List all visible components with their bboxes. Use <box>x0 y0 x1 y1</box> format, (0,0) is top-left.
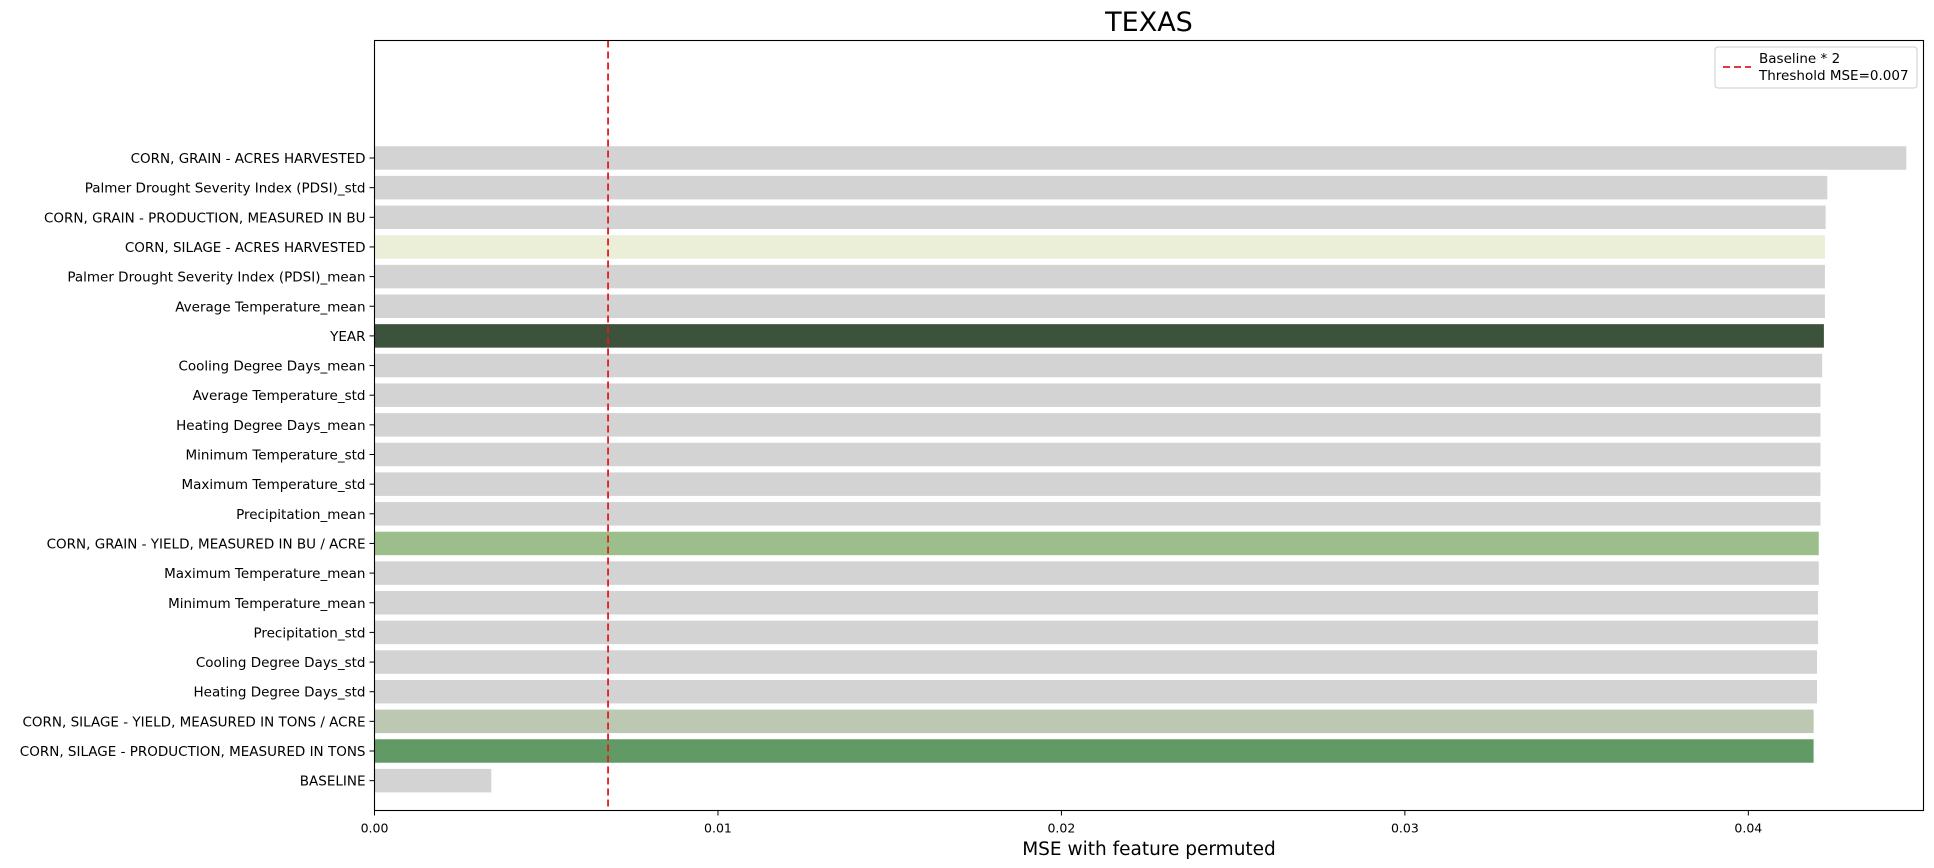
bar <box>374 413 1821 437</box>
y-tick-label: CORN, SILAGE - ACRES HARVESTED <box>125 240 366 256</box>
y-tick-label: Heating Degree Days_std <box>194 685 366 701</box>
y-tick-label: Minimum Temperature_mean <box>168 596 365 612</box>
bar <box>374 502 1821 526</box>
x-tick-label: 0.00 <box>361 821 389 836</box>
plot-area-frame <box>373 39 1925 812</box>
y-tick-label: CORN, GRAIN - PRODUCTION, MEASURED IN BU <box>44 210 366 226</box>
bar <box>374 709 1814 734</box>
y-tick-label: BASELINE <box>300 774 366 790</box>
bar <box>374 324 1824 348</box>
bar <box>374 679 1818 704</box>
y-axis: CORN, GRAIN - ACRES HARVESTED Palmer Drou… <box>20 151 375 790</box>
y-tick-label: Minimum Temperature_std <box>185 448 365 464</box>
bar <box>374 472 1821 496</box>
bars-group <box>374 146 1907 793</box>
y-tick-label: CORN, GRAIN - YIELD, MEASURED IN BU / AC… <box>47 536 366 552</box>
legend-box <box>1714 46 1918 89</box>
bar <box>374 264 1825 289</box>
bar <box>374 175 1828 200</box>
bar <box>374 561 1819 585</box>
bar <box>374 205 1826 230</box>
y-tick-label: Cooling Degree Days_mean <box>178 359 365 375</box>
y-tick-label: CORN, SILAGE - PRODUCTION, MEASURED IN T… <box>20 744 366 760</box>
bar <box>374 235 1825 259</box>
bar <box>374 650 1818 674</box>
x-tick-label: 0.03 <box>1391 821 1419 836</box>
x-tick-label: 0.04 <box>1734 821 1762 836</box>
bar <box>374 146 1907 170</box>
bar <box>374 591 1819 615</box>
chart-title: TEXAS <box>1104 7 1193 38</box>
bar <box>374 531 1819 556</box>
x-axis-title: MSE with feature permuted <box>1022 839 1276 860</box>
y-tick-label: CORN, SILAGE - YIELD, MEASURED IN TONS /… <box>22 714 365 730</box>
y-tick-label: Average Temperature_std <box>193 388 366 404</box>
legend-label-line-2: Threshold MSE=0.007 <box>1758 68 1909 84</box>
y-tick-label: Precipitation_std <box>253 625 365 641</box>
bar <box>374 353 1823 378</box>
y-tick-label: Precipitation_mean <box>236 507 365 523</box>
bar <box>374 383 1821 407</box>
x-tick-label: 0.01 <box>704 821 732 836</box>
y-tick-label: Heating Degree Days_mean <box>176 418 365 434</box>
legend: Baseline * 2 Threshold MSE=0.007 <box>1714 46 1918 89</box>
x-axis: 0.00 0.01 0.02 0.03 0.04 <box>361 810 1762 836</box>
y-tick-label: Palmer Drought Severity Index (PDSI)_std <box>85 181 366 197</box>
y-tick-label: CORN, GRAIN - ACRES HARVESTED <box>131 151 366 167</box>
x-tick-label: 0.02 <box>1047 821 1075 836</box>
bar <box>374 620 1819 645</box>
y-tick-label: Average Temperature_mean <box>175 299 365 315</box>
y-tick-label: Cooling Degree Days_std <box>196 655 366 671</box>
legend-label-line-1: Baseline * 2 <box>1759 51 1840 67</box>
y-tick-label: Maximum Temperature_std <box>182 477 366 493</box>
bar <box>374 768 492 793</box>
bar <box>374 294 1825 318</box>
y-tick-label: Palmer Drought Severity Index (PDSI)_mea… <box>67 270 365 286</box>
bar <box>374 442 1821 467</box>
bar <box>374 739 1814 763</box>
y-tick-label: YEAR <box>329 329 365 345</box>
y-tick-label: Maximum Temperature_mean <box>164 566 365 582</box>
